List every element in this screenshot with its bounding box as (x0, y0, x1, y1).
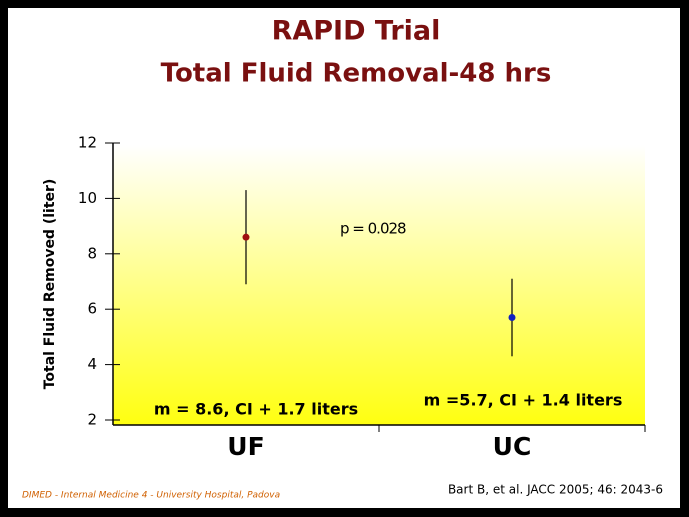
footer-left: DIMED - Internal Medicine 4 - University… (22, 491, 280, 501)
y-tick-label: 10 (78, 189, 97, 207)
y-tick-label: 6 (87, 300, 97, 318)
footer-right: Bart B, et al. JACC 2005; 46: 2043-6 (448, 483, 663, 497)
annotation: m =5.7, CI + 1.4 liters (424, 391, 623, 410)
point (508, 314, 516, 322)
plot-background (113, 145, 645, 425)
y-tick-label: 12 (78, 134, 97, 152)
annotation: m = 8.6, CI + 1.7 liters (154, 400, 358, 419)
y-axis-label: Total Fluid Removed (liter) (42, 179, 58, 390)
y-tick-label: 8 (87, 244, 97, 262)
chart-title: RAPID Trial (272, 16, 441, 47)
point (242, 233, 250, 241)
chart-subtitle: Total Fluid Removal-48 hrs (161, 59, 552, 89)
y-tick-label: 4 (87, 355, 97, 373)
x-tick-label: UF (227, 432, 264, 461)
x-tick-label: UC (493, 432, 532, 461)
y-tick-label: 2 (87, 411, 97, 429)
p-value: p = 0.028 (340, 220, 406, 238)
